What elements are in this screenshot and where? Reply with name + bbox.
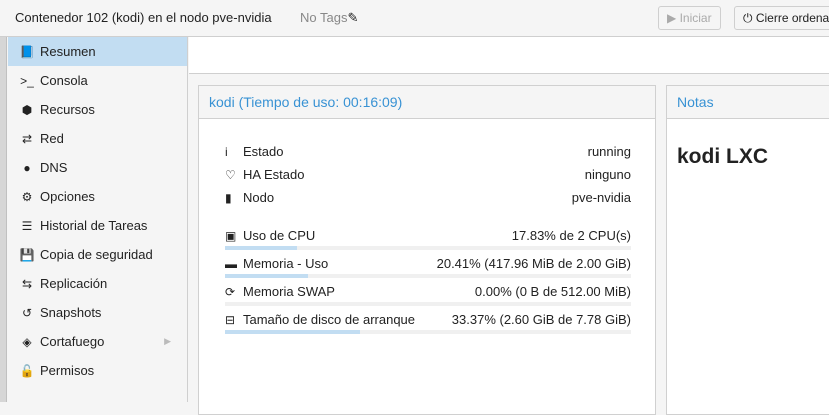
start-label: Iniciar — [679, 11, 712, 25]
summary-panel: kodi (Tiempo de uso: 00:16:09) i Estado ru… — [198, 85, 656, 415]
status-label: Nodo — [243, 190, 275, 205]
terminal-icon: >_ — [20, 73, 34, 88]
sidebar-item-snapshots[interactable]: ↺ Snapshots — [8, 298, 187, 327]
usage-label: Uso de CPU — [243, 228, 316, 243]
unlock-icon: 🔓 — [19, 363, 35, 378]
history-icon: ↺ — [21, 305, 33, 320]
sidebar-item-copia-de-seguridad[interactable]: 💾 Copia de seguridad — [8, 240, 187, 269]
list-icon: ☰ — [21, 218, 33, 233]
status-icon: ▮ — [225, 191, 232, 205]
shield-icon: ◈ — [22, 334, 32, 349]
start-button[interactable]: ▶ Iniciar — [658, 6, 721, 30]
book-icon: 📘 — [19, 44, 35, 59]
status-row: ▮ Nodo pve-nvidia — [225, 190, 631, 205]
sidebar: 📘 Resumen >_ Consola ⬢ Recursos ⇄ Red ● DNS ⚙ Opcio… — [8, 37, 188, 402]
status-value: running — [587, 144, 631, 159]
status-icon: i — [225, 145, 228, 159]
retweet-icon: ⇆ — [21, 276, 33, 291]
sidebar-item-label: Cortafuego — [40, 334, 105, 349]
usage-icon: ⟳ — [225, 285, 236, 299]
sidebar-item-label: Permisos — [40, 363, 95, 378]
usage-progress-bar — [225, 274, 631, 278]
status-row: i Estado running — [225, 144, 631, 159]
sidebar-item-label: Resumen — [40, 44, 96, 59]
expand-arrow-icon[interactable]: ▶ — [164, 336, 171, 346]
status-value: ninguno — [584, 167, 631, 182]
play-icon: ▶ — [667, 11, 677, 25]
sidebar-item-label: Opciones — [40, 189, 95, 204]
notes-title: Notas — [667, 86, 829, 119]
usage-progress-bar — [225, 302, 631, 306]
sidebar-item-label: Copia de seguridad — [40, 247, 153, 262]
notes-content: kodi LXC — [677, 145, 769, 168]
usage-progress-bar — [225, 330, 631, 334]
page-title: Contenedor 102 (kodi) en el nodo pve-nvi… — [15, 10, 272, 25]
pencil-icon[interactable]: ✎ — [347, 10, 359, 25]
usage-icon: ▬ — [225, 257, 237, 271]
usage-label: Memoria SWAP — [243, 284, 335, 299]
sidebar-item-label: Recursos — [40, 102, 95, 117]
globe-icon: ● — [23, 160, 31, 175]
top-bar: Contenedor 102 (kodi) en el nodo pve-nvi… — [0, 0, 829, 37]
floppy-icon: 💾 — [19, 247, 35, 262]
cube-icon: ⬢ — [21, 102, 33, 117]
usage-progress-fill — [225, 330, 361, 334]
sidebar-item-label: DNS — [40, 160, 68, 175]
shutdown-button[interactable]: ⏻ Cierre ordena — [734, 6, 829, 30]
usage-value: 33.37% (2.60 GiB de 7.78 GiB) — [451, 312, 631, 327]
usage-icon: ▣ — [225, 229, 237, 243]
tags-label: No Tags — [300, 10, 348, 25]
usage-value: 17.83% de 2 CPU(s) — [511, 228, 631, 243]
usage-row: ⊟ Tamaño de disco de arranque 33.37% (2.60… — [225, 312, 631, 327]
usage-progress-fill — [225, 274, 308, 278]
exchange-icon: ⇄ — [21, 131, 33, 146]
usage-label: Tamaño de disco de arranque — [243, 312, 416, 327]
sidebar-item-label: Consola — [40, 73, 88, 88]
usage-progress-fill — [225, 246, 298, 250]
gear-icon: ⚙ — [21, 189, 33, 204]
status-label: Estado — [243, 144, 284, 159]
status-icon: ♡ — [225, 168, 236, 182]
status-row: ♡ HA Estado ninguno — [225, 167, 631, 182]
tab-band — [189, 37, 829, 74]
usage-row: ▣ Uso de CPU 17.83% de 2 CPU(s) — [225, 228, 631, 243]
usage-label: Memoria - Uso — [243, 256, 329, 271]
usage-value: 0.00% (0 B de 512.00 MiB) — [474, 284, 631, 299]
sidebar-item-label: Replicación — [40, 276, 108, 291]
sidebar-item-label: Red — [40, 131, 64, 146]
sidebar-item-red[interactable]: ⇄ Red — [8, 124, 187, 153]
left-strip — [0, 0, 7, 402]
sidebar-item-resumen[interactable]: 📘 Resumen — [8, 37, 187, 66]
sidebar-item-consola[interactable]: >_ Consola — [8, 66, 187, 95]
power-icon: ⏻ — [743, 11, 753, 25]
usage-row: ▬ Memoria - Uso 20.41% (417.96 MiB de 2.00… — [225, 256, 631, 271]
sidebar-item-permisos[interactable]: 🔓 Permisos — [8, 356, 187, 385]
shutdown-label: Cierre ordena — [755, 11, 829, 25]
status-label: HA Estado — [243, 167, 305, 182]
sidebar-item-opciones[interactable]: ⚙ Opciones — [8, 182, 187, 211]
tags-editor[interactable]: No Tags✎ — [300, 10, 358, 26]
sidebar-item-label: Snapshots — [40, 305, 102, 320]
sidebar-item-dns[interactable]: ● DNS — [8, 153, 187, 182]
usage-icon: ⊟ — [225, 313, 236, 327]
sidebar-item-replicaci-n[interactable]: ⇆ Replicación — [8, 269, 187, 298]
usage-value: 20.41% (417.96 MiB de 2.00 GiB) — [436, 256, 631, 271]
status-value: pve-nvidia — [571, 190, 631, 205]
notes-panel: Notas kodi LXC — [666, 85, 829, 415]
sidebar-item-recursos[interactable]: ⬢ Recursos — [8, 95, 187, 124]
sidebar-item-historial-de-tareas[interactable]: ☰ Historial de Tareas — [8, 211, 187, 240]
sidebar-item-label: Historial de Tareas — [40, 218, 148, 233]
usage-row: ⟳ Memoria SWAP 0.00% (0 B de 512.00 MiB) — [225, 284, 631, 299]
summary-title: kodi (Tiempo de uso: 00:16:09) — [199, 86, 655, 119]
usage-progress-bar — [225, 246, 631, 250]
sidebar-item-cortafuego[interactable]: ◈ Cortafuego ▶ — [8, 327, 187, 356]
